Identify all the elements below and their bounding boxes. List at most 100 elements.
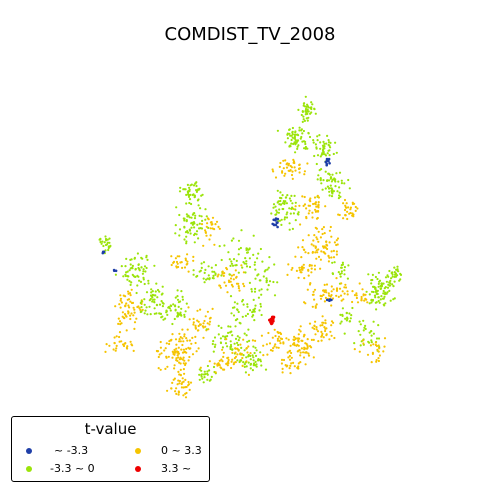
map-point (380, 282, 383, 285)
map-point (267, 331, 270, 335)
map-point (291, 202, 294, 205)
map-point (154, 290, 157, 293)
map-point (376, 289, 379, 292)
map-point (254, 287, 257, 290)
map-point (217, 273, 220, 276)
map-point (290, 194, 293, 197)
map-point (276, 129, 279, 132)
map-point (326, 179, 329, 182)
map-point (242, 282, 245, 285)
map-point (316, 135, 319, 138)
map-point (333, 261, 336, 264)
map-point (300, 113, 303, 117)
map-point (221, 272, 224, 275)
map-point (297, 211, 300, 214)
map-point (324, 327, 327, 330)
map-point (230, 366, 233, 370)
map-point (247, 361, 250, 364)
map-point (326, 185, 329, 188)
map-point (376, 348, 379, 351)
map-point (348, 312, 351, 315)
map-point (260, 313, 263, 317)
map-point (241, 364, 244, 367)
map-point (312, 239, 315, 242)
map-point (340, 266, 343, 269)
map-point (251, 354, 254, 357)
map-point (234, 337, 238, 340)
map-point (342, 202, 345, 205)
map-point (303, 203, 307, 206)
map-point (315, 257, 318, 260)
map-point (234, 269, 237, 272)
map-point (221, 346, 224, 349)
map-point (294, 130, 297, 133)
map-point (112, 348, 115, 351)
map-point (119, 297, 123, 300)
map-point (178, 332, 181, 335)
map-point (153, 307, 156, 310)
map-point (115, 335, 118, 338)
map-point (136, 252, 139, 255)
map-point (364, 324, 367, 327)
map-point (346, 290, 349, 293)
map-point (314, 251, 317, 254)
map-point (298, 266, 301, 269)
map-point (374, 341, 377, 344)
map-point (310, 111, 313, 114)
map-point (278, 203, 281, 206)
map-point (236, 318, 239, 321)
map-point (260, 334, 263, 337)
map-point (178, 234, 181, 237)
map-point (227, 358, 230, 362)
map-point (130, 288, 133, 291)
map-point (302, 118, 305, 121)
map-point (151, 290, 154, 293)
map-point (311, 251, 314, 254)
map-point (305, 110, 308, 113)
map-point (294, 143, 297, 146)
map-point (330, 324, 333, 327)
map-point (343, 292, 346, 295)
map-point (371, 351, 374, 354)
map-point (340, 299, 343, 302)
map-point (344, 283, 347, 286)
map-point (365, 298, 368, 301)
map-point (286, 194, 289, 197)
map-point (105, 243, 109, 246)
map-point (234, 351, 237, 354)
map-point (288, 354, 291, 358)
map-point (187, 359, 190, 362)
map-point (327, 143, 330, 146)
map-point (248, 281, 251, 284)
map-point (126, 275, 129, 278)
map-point (370, 330, 373, 333)
map-point (200, 262, 203, 265)
map-point (155, 282, 158, 285)
map-point (186, 215, 189, 218)
map-point (255, 363, 258, 366)
map-point (281, 194, 284, 197)
map-point (199, 323, 202, 326)
map-point (210, 266, 213, 269)
map-point (225, 362, 228, 365)
map-point (364, 327, 367, 331)
map-point (310, 271, 313, 274)
map-point (377, 285, 380, 288)
map-point (272, 280, 275, 284)
map-point (230, 274, 233, 277)
map-point (331, 261, 334, 264)
map-point (380, 295, 383, 298)
map-point (379, 287, 383, 290)
map-title: COMDIST_TV_2008 (164, 24, 336, 45)
map-point (198, 214, 201, 217)
map-point (232, 273, 235, 276)
map-point (291, 266, 294, 270)
map-point (174, 390, 177, 393)
map-point (391, 273, 394, 276)
map-point (204, 231, 207, 234)
map-point (173, 348, 176, 351)
map-point (176, 311, 179, 314)
map-point (339, 322, 342, 325)
map-point (185, 242, 188, 245)
map-point (360, 295, 363, 299)
